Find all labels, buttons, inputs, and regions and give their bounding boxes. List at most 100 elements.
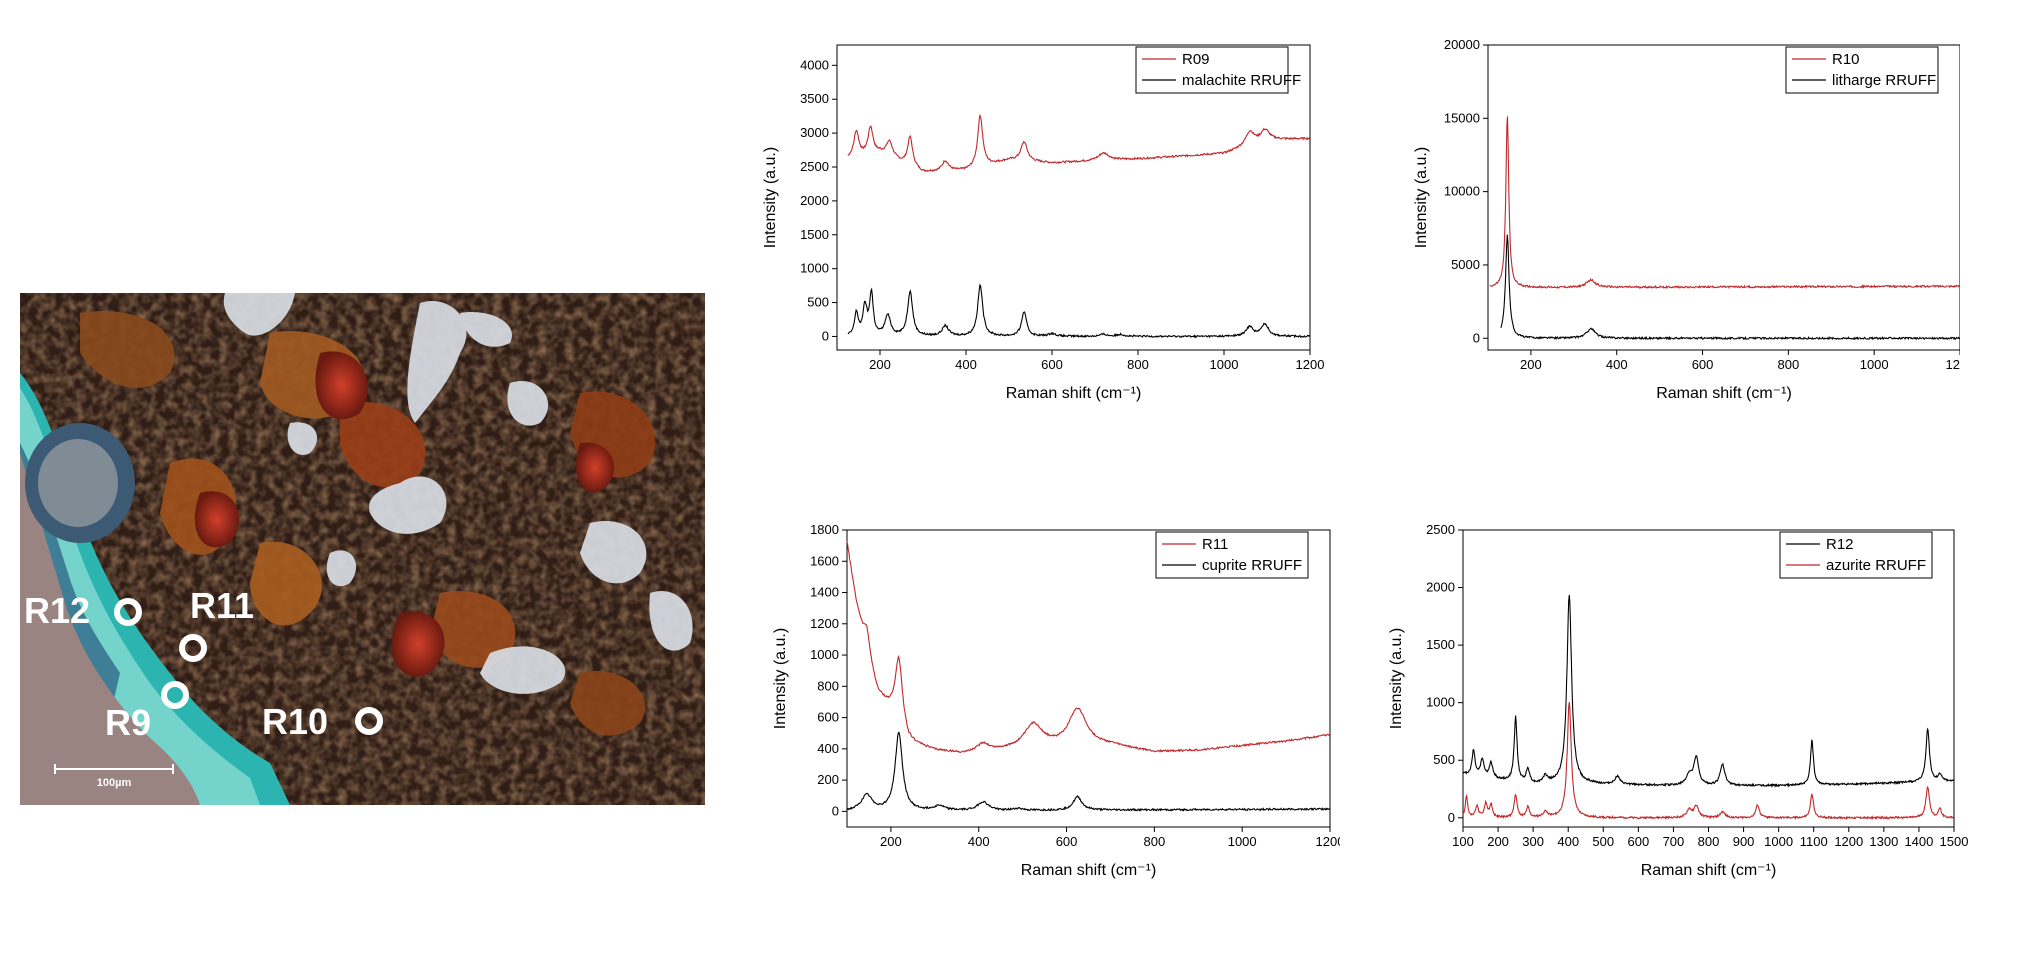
label-r12: R12 bbox=[24, 590, 90, 631]
x-tick-label: 400 bbox=[955, 357, 977, 372]
y-tick-label: 500 bbox=[1433, 752, 1455, 767]
y-tick-label: 1800 bbox=[810, 522, 839, 537]
substrate bbox=[20, 453, 200, 805]
legend-entry: R10 bbox=[1832, 51, 1860, 68]
white-regions bbox=[223, 293, 693, 694]
label-r10: R10 bbox=[262, 701, 328, 742]
legend-entry: R12 bbox=[1826, 536, 1854, 553]
legend-box bbox=[1779, 531, 1933, 579]
legend-entry: R09 bbox=[1182, 51, 1210, 68]
x-tick-label: 600 bbox=[1628, 834, 1650, 849]
chart-r10-litharge: 200 400 600 800 1000 1200 0 5000 10000 15000 20000… bbox=[1413, 37, 1960, 402]
y-axis-label: Intensity (a.u.) bbox=[772, 628, 789, 729]
x-tick-label: 1500 bbox=[1940, 834, 1969, 849]
x-tick-label: 1000 bbox=[1860, 357, 1889, 372]
x-tick-label: 1200 bbox=[1316, 834, 1340, 849]
x-tick-label: 800 bbox=[1698, 834, 1720, 849]
y-axis-label: Intensity (a.u.) bbox=[1388, 628, 1405, 729]
y-tick-label: 1000 bbox=[1426, 695, 1455, 710]
y-tick-label: 0 bbox=[1448, 810, 1455, 825]
y-tick-label: 4000 bbox=[800, 57, 829, 72]
marker-r9 bbox=[161, 681, 189, 709]
series-line bbox=[1500, 234, 1960, 341]
x-tick-label: 400 bbox=[1557, 834, 1579, 849]
x-tick-label: 600 bbox=[1056, 834, 1078, 849]
x-tick-label: 900 bbox=[1733, 834, 1755, 849]
series-line bbox=[847, 283, 1310, 339]
y-tick-label: 3000 bbox=[800, 125, 829, 140]
chart-r09-malachite: 200 400 600 800 1000 1200 0 500 1000 1500 2000 2500… bbox=[762, 44, 1325, 402]
x-tick-label: 800 bbox=[1778, 357, 1800, 372]
x-tick-label: 200 bbox=[1487, 834, 1509, 849]
y-tick-label: 2500 bbox=[800, 159, 829, 174]
x-tick-label: 200 bbox=[1520, 357, 1542, 372]
marker-r10 bbox=[355, 707, 383, 735]
y-tick-label: 3500 bbox=[800, 91, 829, 106]
y-tick-label: 2000 bbox=[800, 193, 829, 208]
legend-entry: malachite RRUFF bbox=[1182, 72, 1301, 89]
y-tick-label: 15000 bbox=[1444, 110, 1480, 125]
x-tick-label: 400 bbox=[968, 834, 990, 849]
y-tick-label: 1400 bbox=[810, 585, 839, 600]
grey-inclusion bbox=[38, 439, 118, 527]
y-tick-label: 1500 bbox=[800, 227, 829, 242]
x-tick-label: 1200 bbox=[1946, 357, 1960, 372]
marker-r12 bbox=[114, 598, 142, 626]
x-tick-label: 800 bbox=[1127, 357, 1149, 372]
y-tick-label: 1200 bbox=[810, 616, 839, 631]
x-axis-label: Raman shift (cm⁻¹) bbox=[1006, 385, 1142, 402]
y-tick-label: 2000 bbox=[1426, 580, 1455, 595]
x-tick-label: 100 bbox=[1452, 834, 1474, 849]
x-tick-label: 1000 bbox=[1210, 357, 1239, 372]
legend-box bbox=[1785, 46, 1939, 94]
y-tick-label: 10000 bbox=[1444, 184, 1480, 199]
red-regions bbox=[194, 351, 615, 677]
legend-box bbox=[1135, 46, 1289, 94]
y-tick-label: 1500 bbox=[1426, 637, 1455, 652]
legend-box bbox=[1155, 531, 1309, 579]
series-line bbox=[1462, 594, 1955, 788]
x-axis-label: Raman shift (cm⁻¹) bbox=[1021, 862, 1157, 879]
y-tick-label: 200 bbox=[817, 772, 839, 787]
x-tick-label: 1000 bbox=[1764, 834, 1793, 849]
y-axis-label: Intensity (a.u.) bbox=[1413, 147, 1430, 248]
legend-entry: R11 bbox=[1202, 536, 1228, 553]
x-tick-label: 1200 bbox=[1834, 834, 1863, 849]
series-line bbox=[1489, 116, 1960, 290]
x-tick-label: 1000 bbox=[1228, 834, 1257, 849]
y-tick-label: 1600 bbox=[810, 553, 839, 568]
y-tick-label: 400 bbox=[817, 741, 839, 756]
y-tick-label: 0 bbox=[822, 328, 829, 343]
series-line bbox=[847, 113, 1311, 172]
x-tick-label: 200 bbox=[869, 357, 891, 372]
legend-entry: cuprite RRUFF bbox=[1202, 557, 1302, 574]
x-tick-label: 200 bbox=[880, 834, 902, 849]
y-tick-label: 5000 bbox=[1451, 257, 1480, 272]
label-r11: R11 bbox=[190, 585, 254, 626]
x-tick-label: 500 bbox=[1592, 834, 1614, 849]
x-tick-label: 1200 bbox=[1296, 357, 1325, 372]
legend-entry: litharge RRUFF bbox=[1832, 72, 1936, 89]
x-tick-label: 400 bbox=[1606, 357, 1628, 372]
y-axis-label: Intensity (a.u.) bbox=[762, 147, 779, 248]
x-tick-label: 700 bbox=[1663, 834, 1685, 849]
y-tick-label: 1000 bbox=[800, 261, 829, 276]
series-line bbox=[1462, 701, 1955, 821]
y-tick-label: 2500 bbox=[1426, 522, 1455, 537]
y-tick-label: 1000 bbox=[810, 647, 839, 662]
plot-frame bbox=[1487, 44, 1960, 351]
y-tick-label: 600 bbox=[817, 710, 839, 725]
cross-section-micrograph: R12 R11 R9 R10 100µm bbox=[20, 293, 705, 805]
x-tick-label: 1400 bbox=[1904, 834, 1933, 849]
marker-r11 bbox=[179, 634, 207, 662]
chart-r12-azurite: 100 200 300 400 500 600 700 800 900 1000 1100 1200 1… bbox=[1388, 522, 1969, 879]
measurement-markers bbox=[114, 598, 383, 735]
series-line bbox=[846, 731, 1331, 812]
plot-frame bbox=[846, 529, 1331, 828]
legend-entry: azurite RRUFF bbox=[1826, 557, 1926, 574]
plot-frame bbox=[836, 44, 1311, 351]
label-r9: R9 bbox=[105, 702, 151, 743]
series-line bbox=[846, 541, 1331, 753]
x-tick-label: 1100 bbox=[1800, 834, 1828, 849]
x-tick-label: 300 bbox=[1522, 834, 1544, 849]
